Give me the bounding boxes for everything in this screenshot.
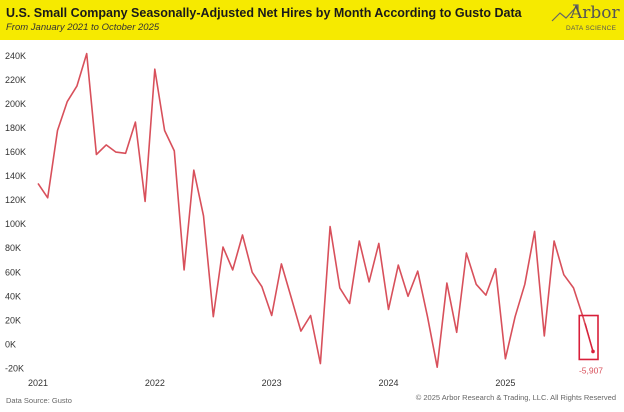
- x-tick-label: 2025: [495, 378, 515, 388]
- y-tick-label: 60K: [5, 267, 21, 277]
- copyright-note: © 2025 Arbor Research & Trading, LLC. Al…: [415, 393, 616, 402]
- highlight-arrow: [584, 323, 594, 352]
- y-tick-label: 80K: [5, 243, 21, 253]
- arbor-logo: Arbor DATA SCIENCE: [548, 3, 620, 37]
- y-tick-label: 40K: [5, 291, 21, 301]
- data-label-last-value: -5,907: [579, 365, 603, 375]
- data-source-note: Data Source: Gusto: [6, 396, 72, 405]
- data-point-last: [591, 349, 595, 354]
- chart-subtitle: From January 2021 to October 2025: [6, 22, 160, 33]
- y-axis: -20K 0K 20K 40K 60K 80K 100K 120K 140K 160K 180K 20…: [5, 51, 26, 373]
- x-axis: 2021 2022 2023 2024 2025: [28, 378, 515, 388]
- highlight-box: [578, 314, 599, 361]
- series-layer: [37, 52, 594, 369]
- x-tick-label: 2022: [145, 378, 165, 388]
- title-band: U.S. Small Company Seasonally-Adjusted N…: [0, 0, 624, 40]
- x-tick-label: 2023: [262, 378, 282, 388]
- logo-wordmark: Arbor: [570, 3, 620, 23]
- annotation-layer: -5,907: [578, 314, 603, 375]
- y-tick-label: 140K: [5, 171, 26, 181]
- net-hires-series-line: [37, 52, 594, 369]
- logo-arrow-icon: [551, 4, 579, 22]
- y-tick-label: 200K: [5, 99, 26, 109]
- y-tick-label: 180K: [5, 123, 26, 133]
- chart-title: U.S. Small Company Seasonally-Adjusted N…: [6, 6, 522, 20]
- y-tick-label: -20K: [5, 363, 24, 373]
- x-tick-label: 2024: [379, 378, 399, 388]
- y-tick-label: 0K: [5, 339, 16, 349]
- logo-tagline: DATA SCIENCE: [566, 25, 617, 32]
- y-tick-label: 240K: [5, 51, 26, 61]
- y-tick-label: 120K: [5, 195, 26, 205]
- y-tick-label: 100K: [5, 219, 26, 229]
- y-tick-label: 160K: [5, 147, 26, 157]
- x-tick-label: 2021: [28, 378, 48, 388]
- y-tick-label: 20K: [5, 315, 21, 325]
- y-tick-label: 220K: [5, 75, 26, 85]
